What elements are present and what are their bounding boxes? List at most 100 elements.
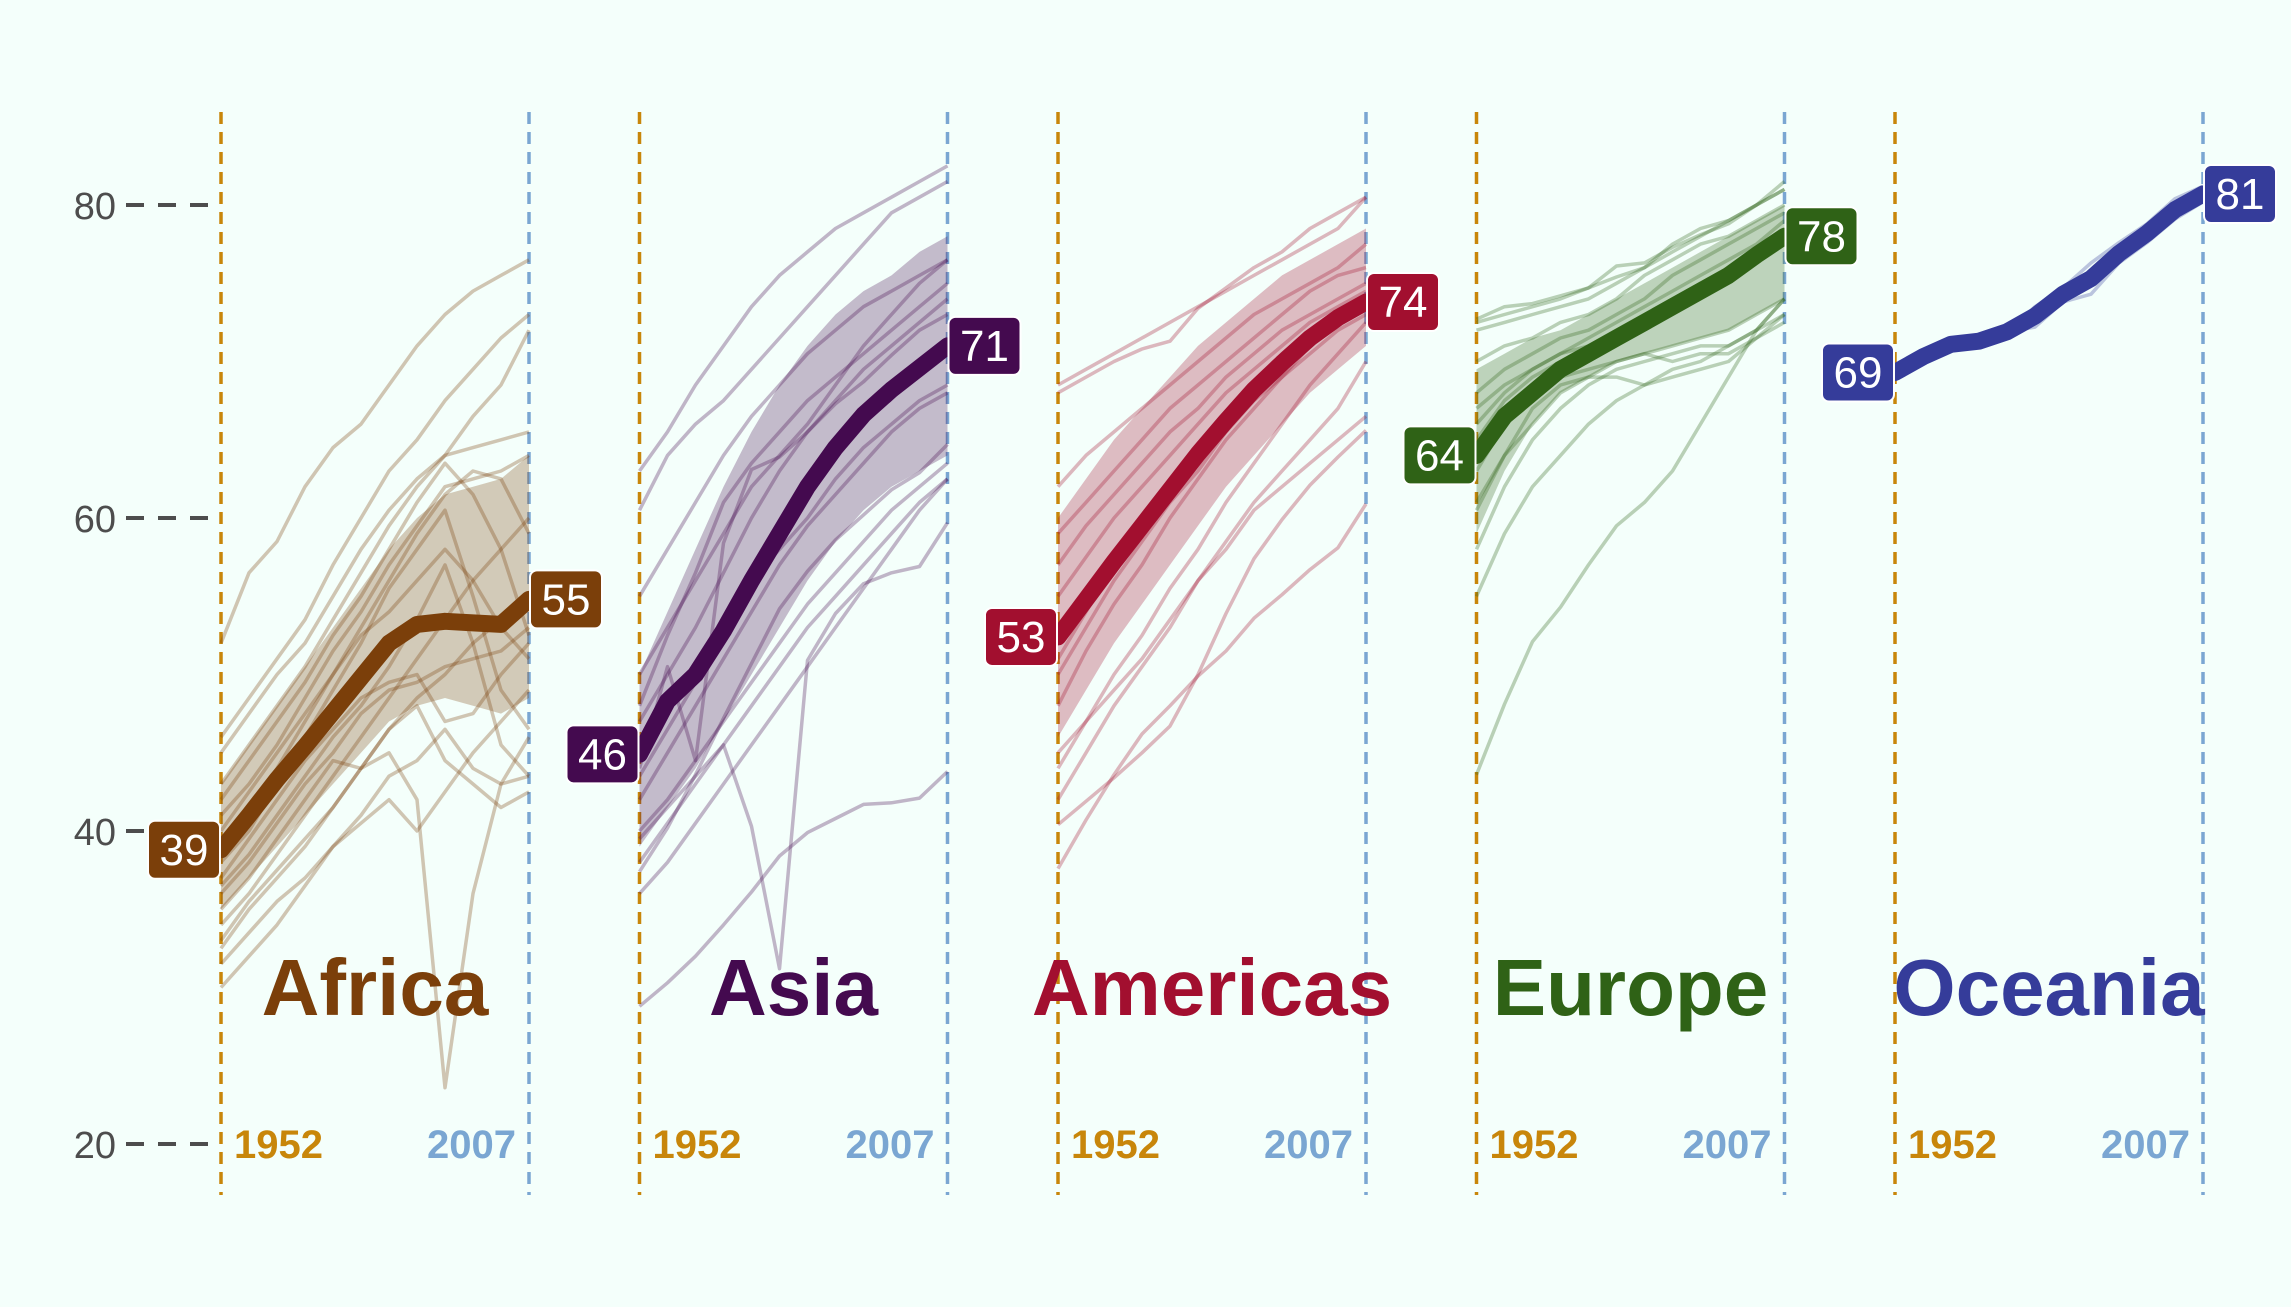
country-line: [1056, 265, 1367, 535]
y-tick-label: 20: [74, 1125, 116, 1167]
country-line: [1475, 203, 1786, 364]
value-label-text: 78: [1797, 212, 1846, 261]
country-line: [1056, 414, 1368, 801]
country-line: [1474, 297, 1786, 551]
value-label-text: 53: [997, 613, 1046, 662]
value-label-text: 69: [1834, 348, 1883, 397]
value-label-box: [147, 819, 221, 880]
country-line: [1474, 312, 1786, 598]
start-year-label: 1952: [1490, 1123, 1579, 1167]
end-year-label: 2007: [1264, 1123, 1353, 1167]
country-line: [219, 461, 531, 801]
range-band: [221, 455, 529, 910]
y-tick-80: 80: [74, 186, 220, 228]
continent-label: Oceania: [1893, 943, 2205, 1032]
country-line: [219, 736, 531, 1090]
panel-europe: 64 78 Europe 1952 2007: [1402, 112, 1859, 1195]
start-value-label: 69: [1821, 342, 1895, 403]
country-line: [1056, 502, 1368, 870]
country-line: [637, 258, 949, 598]
range-band: [639, 236, 948, 847]
country-line: [1475, 187, 1786, 321]
median-line: [1468, 227, 1793, 464]
end-value-label: 55: [529, 569, 603, 630]
continent-label: Americas: [1032, 943, 1392, 1032]
country-line: [638, 521, 949, 971]
country-line: [638, 477, 949, 895]
y-tick-label: 80: [74, 186, 116, 228]
country-line: [1475, 211, 1786, 395]
country-line: [637, 391, 949, 801]
start-value-label: 53: [984, 606, 1058, 667]
country-line: [1476, 187, 1786, 325]
value-label-text: 55: [542, 575, 591, 624]
value-label-text: 46: [578, 730, 627, 779]
start-year-label: 1952: [653, 1123, 742, 1167]
country-line: [219, 430, 530, 754]
country-line: [638, 164, 949, 473]
country-line: [1056, 321, 1368, 770]
value-label-box: [1784, 206, 1859, 267]
end-year-label: 2007: [427, 1123, 516, 1167]
country-line: [219, 727, 530, 989]
country-line: [637, 258, 949, 676]
start-year-label: 1952: [234, 1123, 323, 1167]
value-label-box: [2203, 164, 2277, 225]
continent-label: Europe: [1493, 943, 1769, 1032]
country-line: [219, 453, 530, 817]
country-line: [1476, 180, 1786, 332]
country-line: [637, 281, 949, 707]
value-label-text: 71: [960, 322, 1009, 371]
value-label-box: [1402, 425, 1477, 486]
end-value-label: 81: [2203, 164, 2277, 225]
country-line: [637, 312, 949, 769]
median-line: [631, 337, 956, 763]
y-tick-20: 20: [74, 1125, 220, 1167]
start-value-label: 39: [147, 819, 221, 880]
end-year-label: 2007: [846, 1123, 935, 1167]
end-value-label: 74: [1366, 272, 1440, 333]
country-line: [1056, 312, 1367, 676]
value-label-text: 74: [1379, 278, 1428, 327]
country-line: [1057, 195, 1367, 395]
country-line: [1474, 297, 1786, 776]
country-line: [1475, 219, 1786, 426]
start-value-label: 46: [565, 724, 640, 785]
end-value-label: 78: [1784, 206, 1859, 267]
value-label-box: [947, 315, 1022, 376]
start-year-label: 1952: [1908, 1123, 1997, 1167]
panel-americas: 53 74 Americas 1952 2007: [984, 112, 1440, 1195]
y-tick-label: 40: [74, 812, 116, 854]
country-line: [1056, 360, 1368, 754]
start-year-label: 1952: [1071, 1123, 1160, 1167]
country-line: [1056, 289, 1367, 598]
end-year-label: 2007: [2101, 1123, 2190, 1167]
value-label-box: [529, 569, 603, 630]
value-label-text: 81: [2216, 170, 2265, 219]
continent-panels: 39 55 Africa 1952 2007 46 71 Asia 1952 2007 53 74 Am…: [147, 112, 2277, 1195]
value-label-box: [1366, 272, 1440, 333]
start-value-label: 64: [1402, 425, 1477, 486]
country-line: [219, 313, 531, 739]
y-tick-60: 60: [74, 499, 220, 541]
value-label-text: 39: [160, 826, 209, 875]
panel-africa: 39 55 Africa 1952 2007: [147, 112, 603, 1195]
panel-oceania: 69 81 Oceania 1952 2007: [1821, 112, 2277, 1195]
country-line: [1056, 281, 1367, 566]
country-line: [1474, 313, 1786, 511]
median-line: [212, 590, 538, 859]
country-line: [637, 179, 949, 511]
country-line: [219, 258, 530, 644]
panel-asia: 46 71 Asia 1952 2007: [565, 112, 1022, 1195]
value-label-text: 64: [1415, 431, 1464, 480]
y-tick-label: 60: [74, 499, 116, 541]
country-line: [219, 329, 531, 786]
country-line: [1056, 429, 1368, 827]
country-line: [219, 704, 530, 942]
country-line: [637, 297, 949, 723]
value-label-box: [984, 606, 1058, 667]
country-line: [1056, 242, 1368, 488]
country-line: [638, 461, 949, 833]
country-line: [219, 469, 531, 833]
country-line: [638, 443, 949, 873]
